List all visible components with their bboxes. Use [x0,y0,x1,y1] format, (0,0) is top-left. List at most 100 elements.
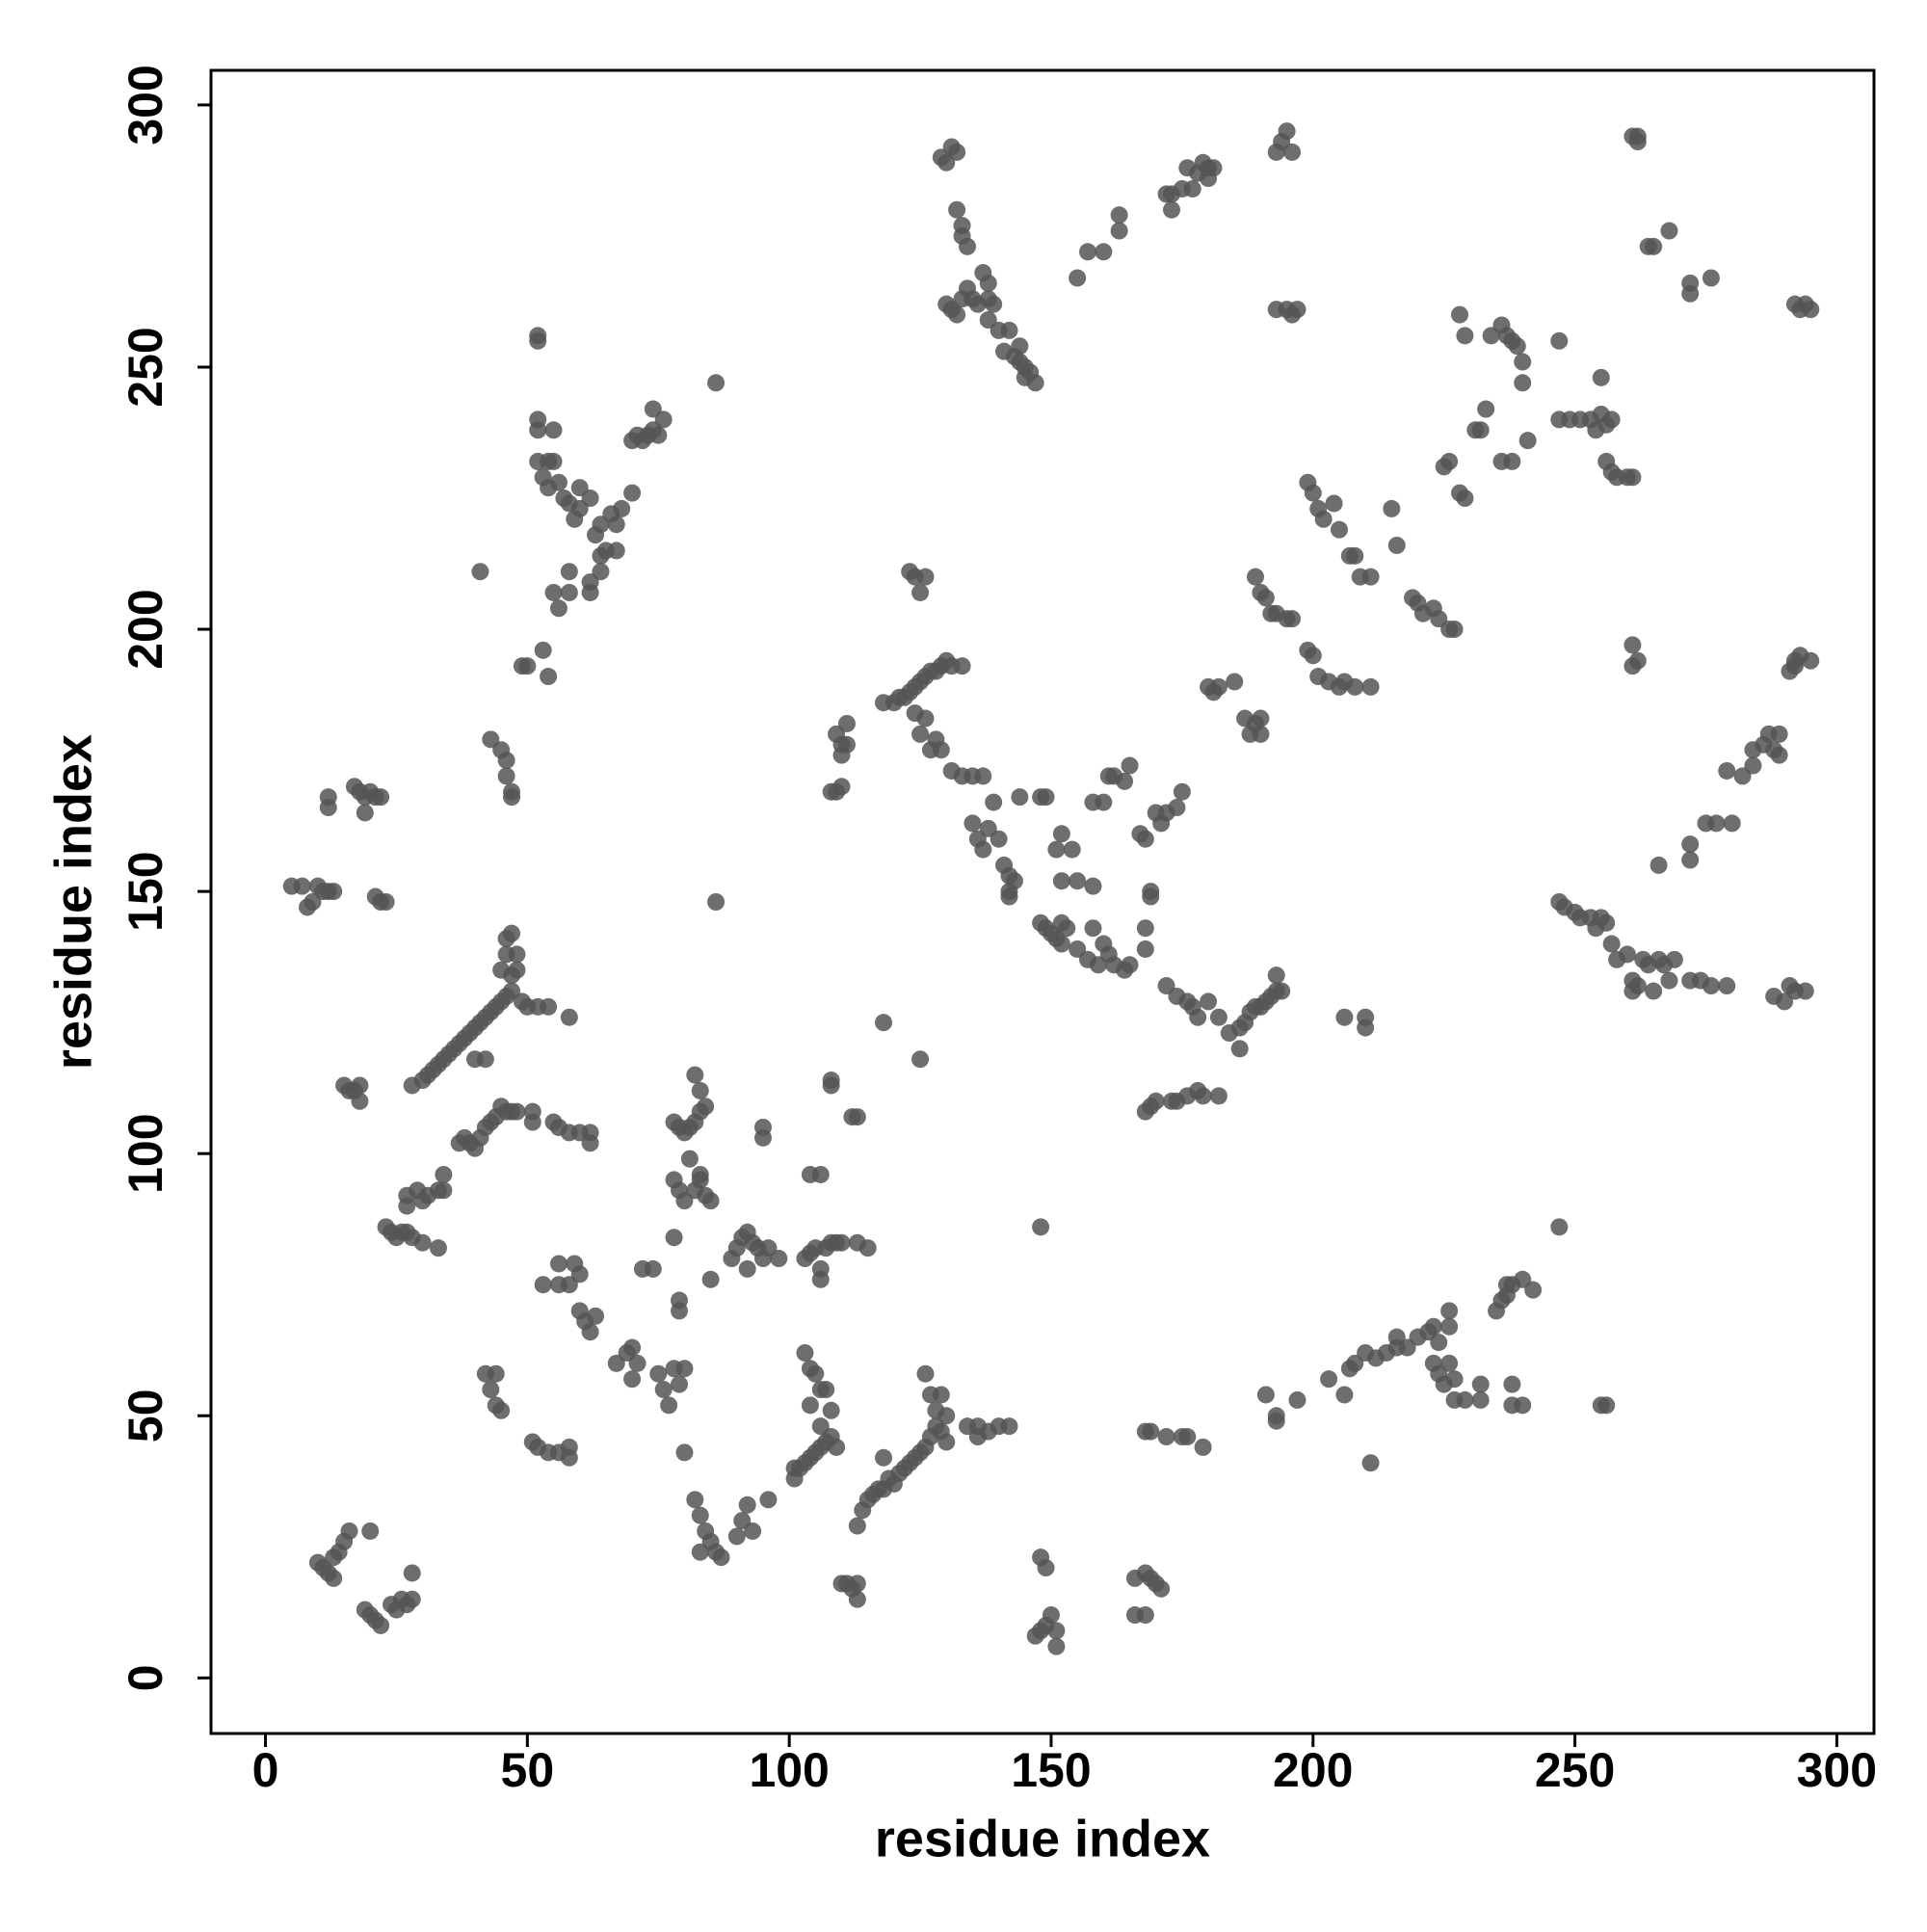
point [1325,494,1343,513]
point [1283,143,1302,161]
y-axis-title: residue index [44,734,102,1070]
point [770,1250,788,1268]
point [1681,274,1700,292]
point [1011,788,1029,807]
point [1052,825,1070,843]
point [607,542,625,560]
point [1645,982,1663,1000]
point [1314,510,1333,528]
point [1152,1579,1171,1598]
point [1645,237,1663,255]
point [1623,468,1642,487]
point [1361,1454,1380,1472]
point [1121,756,1139,775]
point [560,583,578,601]
point [1335,1008,1354,1026]
point [1110,222,1128,240]
point [1361,568,1380,586]
point [1681,851,1700,869]
point [1623,636,1642,654]
point [1514,374,1532,392]
point [1157,977,1175,995]
point [701,1270,720,1288]
point [293,877,311,895]
point [916,1364,935,1383]
point [1597,1396,1616,1415]
point [828,725,846,743]
point [351,1076,369,1095]
point [508,1102,526,1121]
point [753,1128,772,1147]
point [1304,484,1322,502]
point [1357,1019,1375,1037]
point [822,1072,840,1090]
point [832,778,851,796]
point [828,1438,846,1456]
point [1209,1008,1227,1026]
point [482,730,500,749]
point [990,830,1008,848]
point [540,997,558,1016]
point [497,752,515,770]
x-tick-label: 300 [1797,1743,1877,1797]
point [1335,1386,1354,1404]
point [1802,301,1820,319]
point [1320,1370,1338,1389]
point [1618,945,1636,964]
point [1796,982,1814,1000]
point [654,410,673,429]
point [356,804,374,822]
point [911,583,930,601]
point [1456,490,1474,508]
point [1450,305,1468,324]
point [377,893,395,911]
point [675,1443,694,1462]
point [570,499,589,517]
y-tick-label: 50 [119,1389,172,1442]
x-axis-title: residue index [875,1810,1210,1867]
point [1744,756,1762,775]
point [529,331,547,350]
point [435,1181,453,1200]
point [325,883,343,901]
point [660,1396,678,1415]
point [361,1522,380,1540]
point [1200,170,1218,188]
point [1288,1390,1307,1409]
point [665,1229,683,1247]
point [1052,872,1070,890]
point [979,819,997,837]
point [759,1239,778,1257]
x-tick-label: 50 [501,1743,555,1797]
point [811,1417,830,1436]
point [1136,1606,1154,1625]
point [1252,725,1270,743]
point [1230,1040,1249,1058]
point [1503,1375,1521,1393]
y-tick-label: 200 [119,589,172,669]
point [1136,940,1154,958]
point [911,1050,930,1069]
point [1037,788,1055,807]
point [587,526,605,544]
point [1194,1087,1212,1105]
point [1000,321,1018,339]
point [1592,368,1610,386]
point [1168,799,1186,817]
point [1550,331,1569,350]
point [1079,243,1097,261]
point [1200,992,1218,1011]
point [544,421,563,439]
point [1047,840,1066,859]
y-tick-label: 150 [119,851,172,931]
point [319,799,337,817]
point [832,1233,851,1252]
point [1471,1375,1490,1393]
point [544,452,563,470]
point [1471,1390,1490,1409]
point [1681,835,1700,854]
point [916,568,935,586]
point [429,1239,447,1257]
point [707,374,726,392]
point [1157,1428,1175,1446]
